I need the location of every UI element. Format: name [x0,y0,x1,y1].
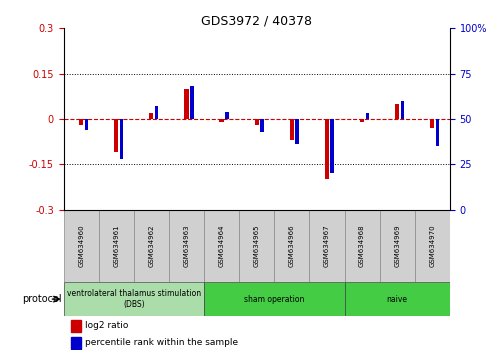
Bar [71,320,81,332]
Bar [289,119,293,140]
Bar [71,337,81,349]
Text: GSM634968: GSM634968 [358,224,365,267]
Text: log2 ratio: log2 ratio [84,321,128,330]
Bar [224,112,228,119]
Title: GDS3972 / 40378: GDS3972 / 40378 [201,14,311,27]
Bar [254,119,258,125]
FancyBboxPatch shape [203,210,239,282]
Text: ventrolateral thalamus stimulation
(DBS): ventrolateral thalamus stimulation (DBS) [66,290,201,309]
Text: GSM634966: GSM634966 [288,224,294,267]
Bar [219,119,223,122]
FancyBboxPatch shape [239,210,274,282]
FancyBboxPatch shape [63,282,203,316]
Bar [330,119,333,173]
Bar [190,86,193,119]
Bar [429,119,433,128]
Bar [295,119,298,144]
Text: naive: naive [386,295,407,304]
Text: GSM634969: GSM634969 [393,224,399,267]
Bar [435,119,438,146]
Text: percentile rank within the sample: percentile rank within the sample [84,338,238,347]
Text: sham operation: sham operation [244,295,304,304]
Bar [149,113,153,119]
Text: GSM634961: GSM634961 [113,224,119,267]
FancyBboxPatch shape [344,282,449,316]
FancyBboxPatch shape [379,210,414,282]
Text: protocol: protocol [22,294,61,304]
Bar [260,119,263,132]
Bar [400,101,404,119]
Bar [155,106,158,119]
Text: GSM634960: GSM634960 [78,224,84,267]
Bar [79,119,83,125]
Bar [120,119,123,159]
FancyBboxPatch shape [274,210,309,282]
Text: GSM634965: GSM634965 [253,224,259,267]
Text: GSM634970: GSM634970 [428,224,434,267]
Bar [359,119,364,122]
FancyBboxPatch shape [309,210,344,282]
Bar [114,119,118,152]
FancyBboxPatch shape [203,282,344,316]
Text: GSM634962: GSM634962 [148,224,154,267]
Bar [84,119,88,130]
Bar [324,119,328,179]
FancyBboxPatch shape [63,210,99,282]
FancyBboxPatch shape [99,210,134,282]
Text: GSM634967: GSM634967 [324,224,329,267]
Text: GSM634964: GSM634964 [218,224,224,267]
Bar [394,104,399,119]
FancyBboxPatch shape [344,210,379,282]
Bar [184,89,188,119]
FancyBboxPatch shape [134,210,168,282]
FancyBboxPatch shape [168,210,203,282]
FancyBboxPatch shape [414,210,449,282]
Bar [365,114,368,119]
Text: GSM634963: GSM634963 [183,224,189,267]
